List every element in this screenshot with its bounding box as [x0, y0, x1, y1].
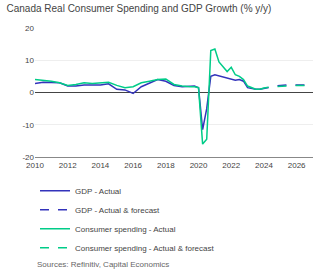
svg-text:2024: 2024 — [255, 161, 273, 170]
svg-text:2012: 2012 — [59, 161, 77, 170]
svg-text:Canada Real Consumer Spending: Canada Real Consumer Spending and GDP Gr… — [7, 3, 272, 14]
svg-text:Sources: Refinitiv, Capital Ec: Sources: Refinitiv, Capital Economics — [37, 260, 169, 269]
svg-text:2014: 2014 — [92, 161, 110, 170]
svg-text:10: 10 — [25, 56, 34, 65]
svg-text:2020: 2020 — [190, 161, 208, 170]
svg-text:Consumer spending - Actual & f: Consumer spending - Actual & forecast — [75, 244, 215, 253]
svg-text:2018: 2018 — [157, 161, 175, 170]
svg-text:0: 0 — [30, 88, 35, 97]
svg-text:2026: 2026 — [288, 161, 306, 170]
svg-text:2022: 2022 — [222, 161, 240, 170]
svg-text:Consumer spending - Actual: Consumer spending - Actual — [75, 225, 176, 234]
svg-text:GDP - Actual & forecast: GDP - Actual & forecast — [75, 206, 160, 215]
svg-text:2010: 2010 — [26, 161, 44, 170]
svg-text:-10: -10 — [22, 121, 34, 130]
svg-text:GDP - Actual: GDP - Actual — [75, 187, 121, 196]
svg-text:20: 20 — [25, 24, 34, 33]
svg-text:2016: 2016 — [124, 161, 142, 170]
svg-text:-20: -20 — [22, 153, 34, 162]
